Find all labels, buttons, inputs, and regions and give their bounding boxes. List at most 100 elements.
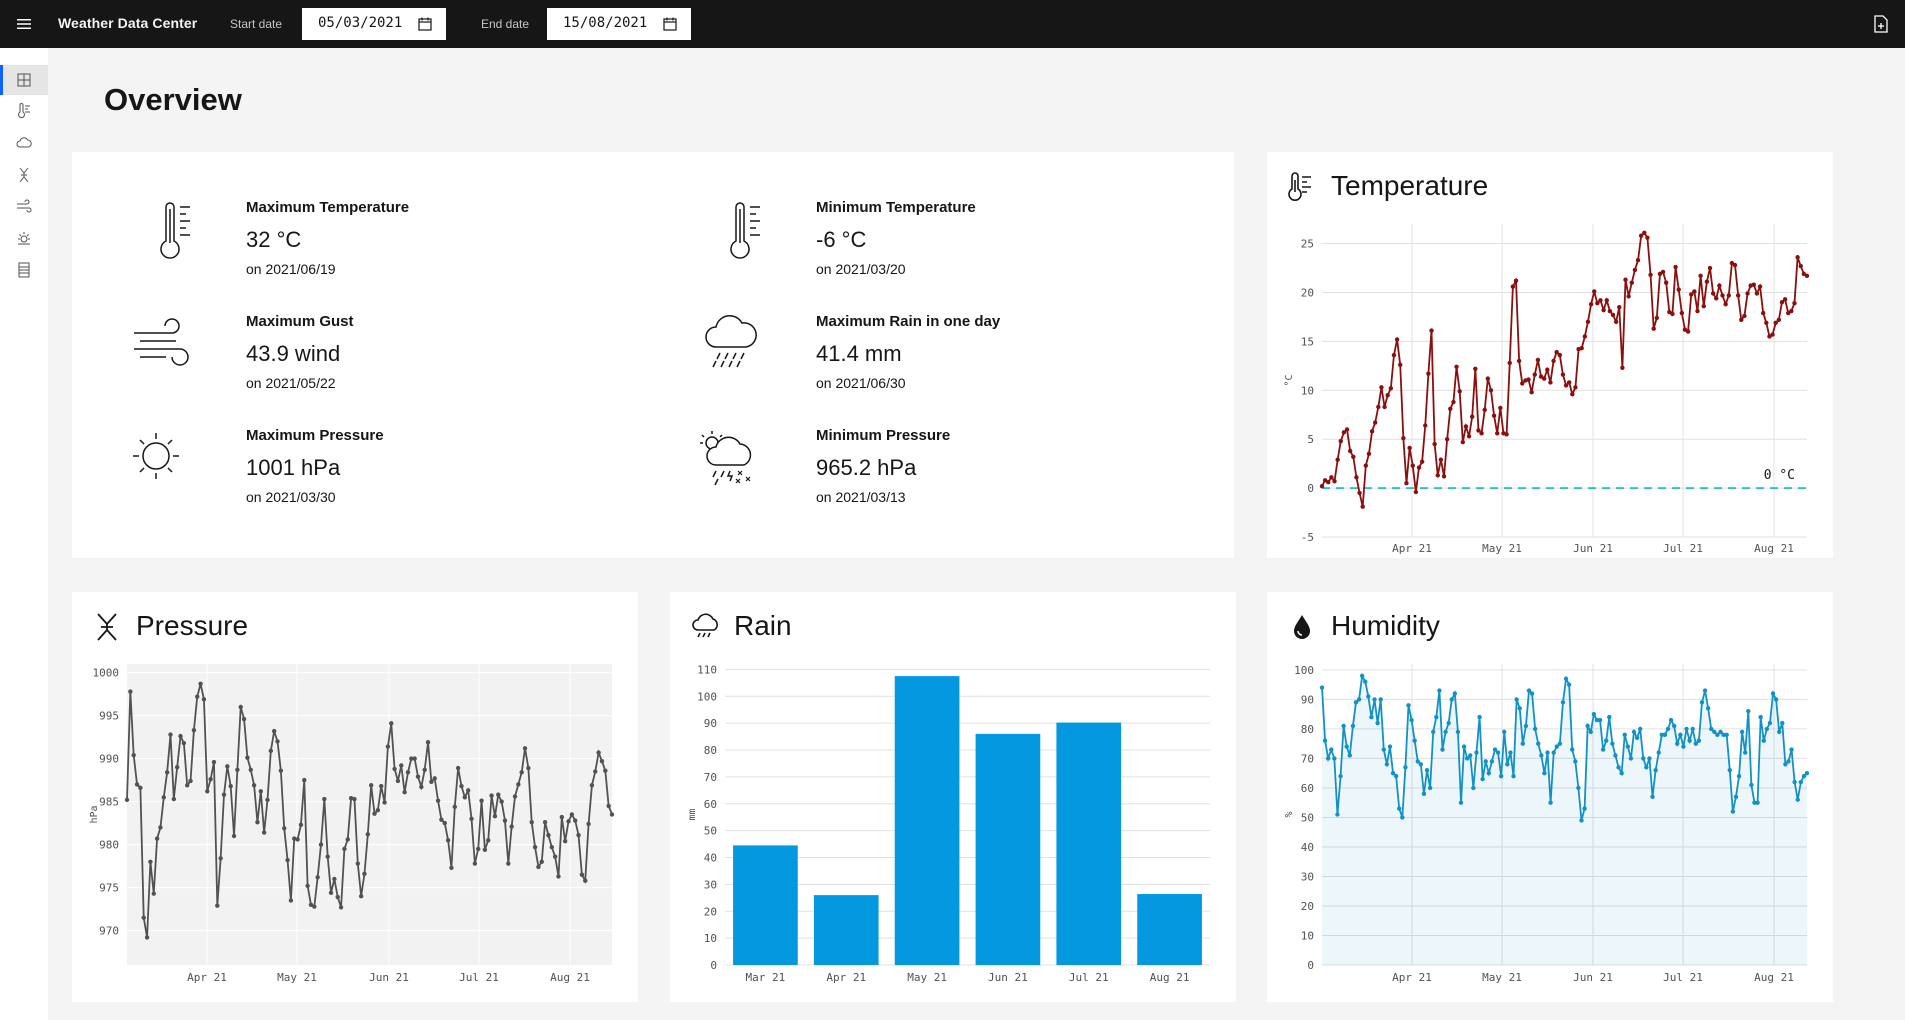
data-point — [1726, 293, 1731, 298]
data-point — [1573, 759, 1578, 764]
start-date-label: Start date — [230, 17, 283, 31]
data-point — [1421, 791, 1427, 797]
data-point — [1338, 438, 1343, 444]
data-point — [1798, 263, 1803, 269]
data-point — [1743, 750, 1748, 755]
y-tick-label: 5 — [1307, 433, 1314, 446]
y-tick-label: 70 — [1301, 752, 1314, 765]
data-point — [1390, 770, 1396, 776]
data-point — [512, 794, 518, 799]
nav-wind[interactable] — [0, 191, 48, 221]
data-point — [502, 818, 508, 823]
data-point — [1360, 504, 1365, 509]
data-point — [1704, 279, 1710, 284]
data-point — [506, 861, 511, 866]
stat-value: 32 °C — [246, 227, 302, 252]
temperature-chart: -5 0 5 10 15 20 25 Apr 21 May 21 Jun 21 Jul 21 Aug … — [1284, 224, 1810, 555]
data-point — [1623, 277, 1628, 282]
data-point — [1357, 490, 1362, 496]
data-point — [1566, 682, 1572, 687]
nav-table[interactable] — [0, 255, 48, 285]
stat-value: 41.4 mm — [816, 341, 902, 366]
data-point — [1329, 475, 1334, 480]
y-tick-label: 40 — [1301, 841, 1314, 854]
data-point — [1551, 358, 1556, 364]
data-point — [1551, 750, 1556, 755]
data-point — [439, 817, 444, 822]
x-tick-label: Jul 21 — [1663, 542, 1703, 555]
data-point — [1545, 367, 1550, 372]
end-date-input[interactable]: 15/08/2021 — [547, 8, 691, 40]
y-tick-label: 975 — [99, 882, 119, 895]
data-point — [1332, 756, 1337, 761]
data-point — [1443, 729, 1448, 735]
humidity-card: Humidity 0 10 20 30 40 50 60 70 80 90 100 Apr 21 May… — [1267, 592, 1833, 1002]
nav-temperature[interactable] — [0, 96, 48, 126]
data-point — [449, 865, 454, 871]
side-nav — [0, 48, 48, 1020]
x-tick-label: Aug 21 — [1754, 971, 1794, 984]
data-point — [1347, 448, 1353, 454]
data-point — [308, 902, 314, 907]
data-point — [1563, 676, 1569, 681]
data-point — [1463, 424, 1469, 429]
nav-pressure[interactable] — [0, 160, 48, 190]
y-tick-label: 40 — [704, 852, 717, 865]
pressure-chart: 970 975 980 985 990 995 1000 Apr 21 May 21 Jun 21… — [89, 664, 615, 984]
data-point — [1444, 436, 1450, 442]
start-date-input[interactable]: 05/03/2021 — [302, 8, 446, 40]
data-point — [368, 783, 374, 788]
data-point — [1548, 380, 1553, 385]
data-point — [1464, 756, 1470, 761]
data-point — [1391, 352, 1397, 358]
temperature-icon — [1288, 172, 1311, 201]
data-point — [131, 752, 136, 758]
data-point — [1625, 744, 1631, 749]
data-point — [1598, 298, 1603, 303]
y-tick-label: -5 — [1301, 531, 1314, 544]
data-point — [1773, 320, 1778, 325]
data-point — [432, 776, 437, 781]
nav-sun[interactable] — [0, 223, 48, 253]
data-point — [1767, 720, 1773, 726]
data-point — [1363, 679, 1368, 684]
data-point — [318, 842, 324, 847]
data-point — [1426, 371, 1431, 376]
bar — [975, 733, 1041, 965]
data-point — [1319, 685, 1325, 690]
data-point — [1792, 779, 1797, 785]
data-point — [1739, 729, 1745, 735]
data-table-icon — [18, 262, 30, 278]
data-point — [195, 694, 200, 699]
data-point — [1557, 352, 1563, 358]
data-point — [1491, 413, 1497, 418]
data-point — [1751, 282, 1757, 287]
y-tick-label: 15 — [1301, 335, 1314, 348]
data-point — [1354, 475, 1359, 480]
y-tick-label: 20 — [1301, 286, 1314, 299]
data-point — [1489, 759, 1495, 764]
data-point — [1736, 773, 1742, 779]
data-point — [1579, 346, 1584, 351]
data-point — [174, 765, 180, 770]
data-point — [138, 785, 143, 791]
nav-overview[interactable] — [0, 65, 48, 95]
data-point — [1378, 697, 1383, 702]
data-point — [1502, 729, 1507, 735]
x-tick-label: May 21 — [1482, 971, 1522, 984]
menu-button[interactable] — [0, 0, 48, 48]
data-point — [285, 857, 290, 863]
y-tick-label: 90 — [704, 717, 717, 730]
data-point — [201, 697, 207, 702]
nav-rain[interactable] — [0, 128, 48, 158]
app-title[interactable]: Weather Data Center — [58, 15, 198, 31]
data-point — [1492, 747, 1498, 752]
data-point — [1699, 700, 1705, 705]
data-point — [1588, 729, 1593, 735]
data-point — [1739, 317, 1744, 323]
export-button[interactable] — [1857, 0, 1905, 48]
humidity-chart: 0 10 20 30 40 50 60 70 80 90 100 Apr 21 May 21 Jun 21… — [1284, 664, 1810, 984]
data-point — [315, 875, 320, 880]
x-tick-label: Jun 21 — [988, 971, 1028, 984]
data-point — [1335, 812, 1340, 817]
